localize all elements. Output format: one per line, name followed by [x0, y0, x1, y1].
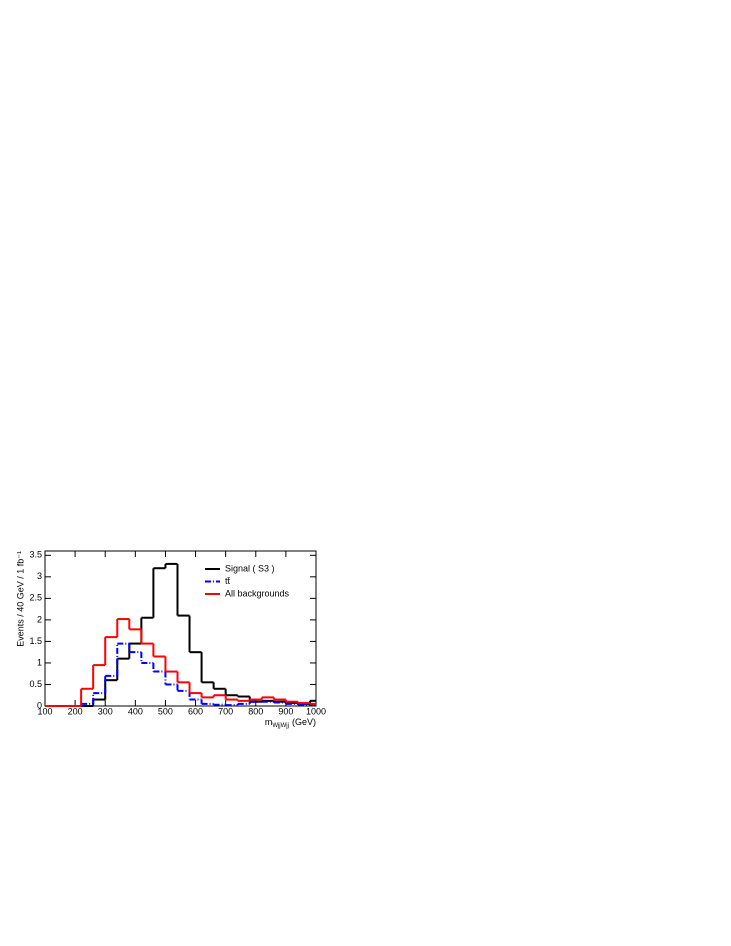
x-tick-label: 900	[278, 706, 293, 716]
y-tick-label: 2.5	[29, 593, 42, 603]
legend-label: Signal ( S3 )	[225, 563, 275, 573]
y-tick-label: 3	[37, 571, 42, 581]
x-label-symbol: m	[265, 717, 273, 727]
x-tick-label: 800	[248, 706, 263, 716]
y-tick-label: 3.5	[29, 550, 42, 560]
x-tick-label: 200	[68, 706, 83, 716]
y-tick-label: 1	[37, 657, 42, 667]
x-label-subscript: WjjWjj	[272, 723, 289, 729]
x-tick-label: 700	[218, 706, 233, 716]
x-tick-label: 400	[128, 706, 143, 716]
y-tick-label: 1.5	[29, 636, 42, 646]
x-tick-label: 600	[188, 706, 203, 716]
y-tick-label: 0	[37, 700, 42, 710]
x-tick-label: 1000	[306, 706, 326, 716]
x-label-unit: (GeV)	[292, 717, 316, 727]
x-tick-label: 500	[158, 706, 173, 716]
x-tick-label: 100	[37, 706, 52, 716]
plot-frame	[44, 550, 317, 707]
y-tick-label: 2	[37, 614, 42, 624]
x-tick-label: 300	[98, 706, 113, 716]
x-axis-label: mWjjWjj (GeV)	[265, 717, 316, 728]
legend-label: tt̄	[225, 576, 231, 586]
y-tick-label: 0.5	[29, 679, 42, 689]
y-axis-label: Events / 40 GeV / 1 fb⁻¹	[15, 551, 25, 647]
legend-label: All backgrounds	[225, 588, 290, 598]
